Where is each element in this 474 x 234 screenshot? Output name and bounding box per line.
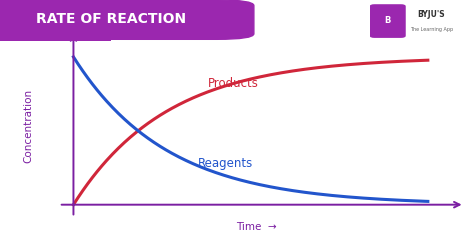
FancyBboxPatch shape	[370, 4, 406, 38]
Text: Products: Products	[208, 77, 259, 90]
Text: Time  →: Time →	[236, 223, 276, 232]
Text: RATE OF REACTION: RATE OF REACTION	[36, 12, 186, 26]
Text: Reagents: Reagents	[198, 157, 253, 170]
Bar	[0, 0, 111, 41]
Text: The Learning App: The Learning App	[410, 27, 453, 32]
FancyBboxPatch shape	[0, 0, 254, 39]
Text: BYJU'S: BYJU'S	[418, 10, 445, 19]
Text: B: B	[384, 16, 391, 25]
Text: Concentration: Concentration	[23, 89, 34, 163]
